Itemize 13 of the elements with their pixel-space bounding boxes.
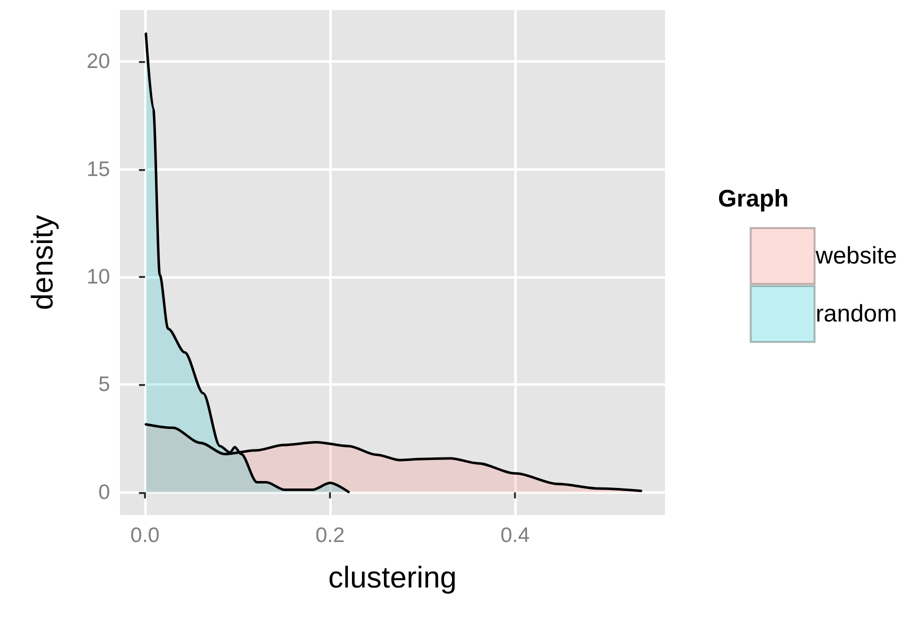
y-tick-label: 0: [98, 480, 110, 504]
legend-label: website: [814, 242, 897, 270]
y-tick-label: 20: [86, 50, 110, 74]
legend-label: random: [816, 300, 897, 328]
legend-title: Graph: [718, 186, 789, 212]
x-axis-title: clustering: [328, 562, 457, 594]
y-tick-label: 15: [86, 158, 110, 181]
x-tick-label: 0.2: [315, 524, 345, 547]
y-axis-title: density: [26, 214, 60, 310]
x-tick-label: 0.4: [500, 524, 530, 547]
y-tick-label: 5: [98, 373, 110, 396]
y-tick-label: 10: [86, 266, 110, 289]
x-tick-label: 0.0: [130, 524, 160, 547]
